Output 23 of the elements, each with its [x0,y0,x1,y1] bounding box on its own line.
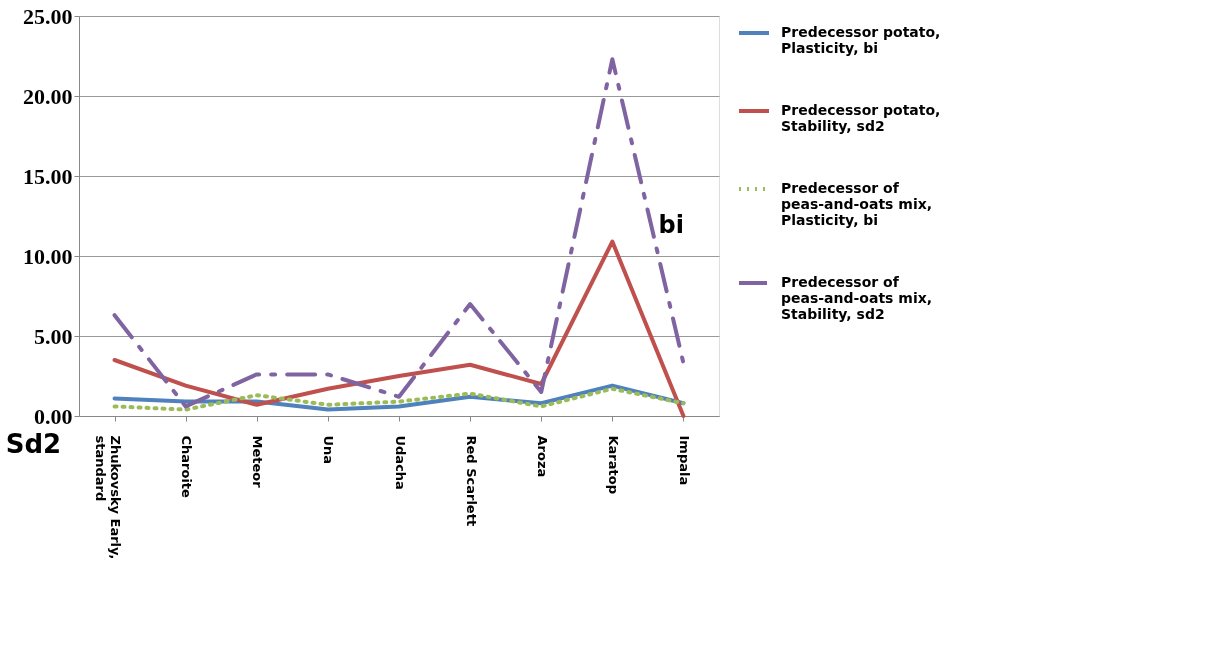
x-tick-label: Aroza [534,435,550,478]
x-tick-label: Una [321,435,337,465]
y-tick-label: 5.00 [34,323,73,349]
y-tick-label: 10.00 [23,243,73,269]
line-series [112,57,686,409]
line-series [112,239,686,418]
x-tick-label: Meteor [250,435,266,489]
x-tick-label: Zhukovsky Early, standard [93,435,124,560]
y-tick-label: 20.00 [23,83,73,109]
legend-label: Predecessor potato, Stability, sd2 [781,102,941,134]
x-tick-label: Charoite [179,435,195,499]
y-tick-label: 15.00 [23,163,73,189]
legend-label: Predecessor of peas-and-oats mix, Plasticity, bi [781,180,933,228]
x-tick-label: Udacha [392,435,408,490]
text: Sd2 [5,428,62,459]
x-tick-label: Impala [676,435,692,486]
legend-label: Predecessor potato, Plasticity, bi [781,24,941,56]
legend-label: Predecessor of peas-and-oats mix, Stability, sd2 [781,274,933,322]
y-tick-label: 25.00 [23,3,73,29]
x-tick-label: Red Scarlett [463,435,479,527]
annotation: bi [658,210,684,239]
y-tick-label: 0.00 [34,403,73,429]
x-tick-label: Karatop [605,435,621,494]
